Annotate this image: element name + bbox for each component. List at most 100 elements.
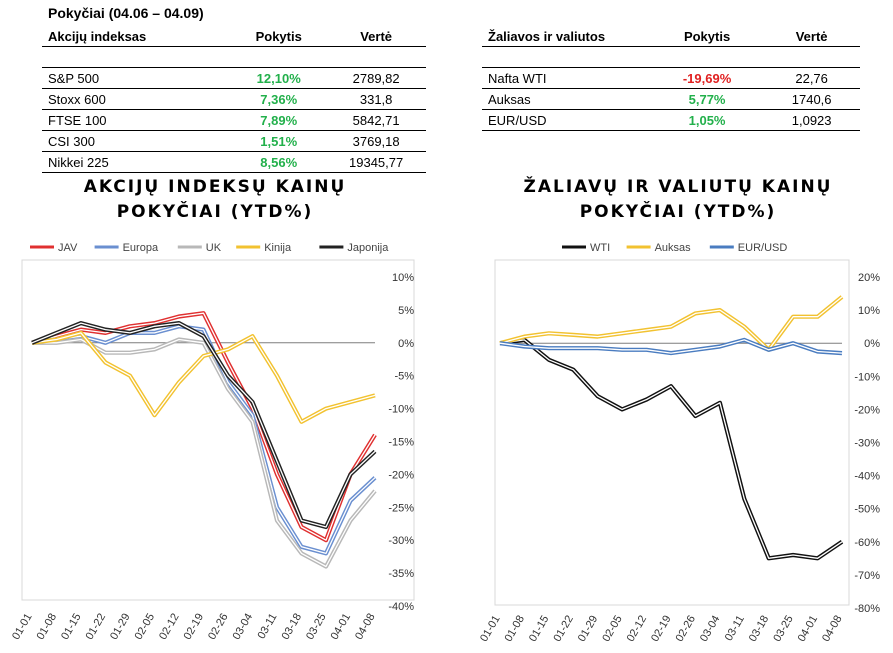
table-row: CSI 300 1,51% 3769,18 <box>42 130 426 152</box>
series-line-inner <box>499 296 843 351</box>
legend-label: Japonija <box>347 242 389 254</box>
x-tick-label: 02-19 <box>182 612 206 642</box>
series-line-inner <box>499 339 843 354</box>
x-tick-label: 04-01 <box>329 612 353 642</box>
series-kinija <box>31 330 376 424</box>
y-tick-label: -35% <box>388 568 414 580</box>
y-tick-label: -20% <box>854 404 880 416</box>
x-tick-label: 01-29 <box>576 614 600 644</box>
row-change: -19,69% <box>650 67 764 89</box>
table-spacer <box>42 46 426 68</box>
x-tick-label: 03-25 <box>304 612 328 642</box>
row-value: 19345,77 <box>326 151 426 173</box>
row-value: 5842,71 <box>326 109 426 131</box>
y-tick-label: -15% <box>388 437 414 449</box>
x-tick-label: 03-11 <box>723 614 747 644</box>
y-tick-label: 20% <box>858 272 880 284</box>
row-change: 5,77% <box>650 88 764 110</box>
legend-label: JAV <box>58 242 78 254</box>
y-tick-label: -60% <box>854 537 880 549</box>
page-heading: Pokyčiai (04.06 – 04.09) <box>48 5 204 21</box>
x-tick-label: 01-22 <box>551 614 575 644</box>
row-name: Nikkei 225 <box>42 151 232 173</box>
x-tick-label: 03-11 <box>256 612 280 642</box>
commodities-header-change: Pokytis <box>650 26 764 47</box>
y-tick-label: -10% <box>388 404 414 416</box>
y-tick-label: -70% <box>854 570 880 582</box>
y-tick-label: 10% <box>858 305 880 317</box>
series-wti <box>499 337 844 561</box>
series-line-outer <box>499 337 844 561</box>
right-chart-title: ŽALIAVŲ IR VALIUTŲ KAINŲ POKYČIAI (YTD%) <box>483 175 873 225</box>
commodities-table: Žaliavos ir valiutos Pokytis Vertė Nafta… <box>482 26 860 131</box>
y-tick-label: -30% <box>388 535 414 547</box>
left-chart-title-line2: POKYČIAI (YTD%) <box>116 202 314 222</box>
row-value: 331,8 <box>326 88 426 110</box>
y-tick-label: -50% <box>854 504 880 516</box>
x-tick-label: 04-01 <box>796 614 820 644</box>
left-chart-title-line1: AKCIJŲ INDEKSŲ KAINŲ <box>83 177 347 197</box>
x-tick-label: 01-15 <box>59 612 83 642</box>
series-line-outer <box>31 320 377 530</box>
x-tick-label: 04-08 <box>820 614 844 644</box>
series-auksas <box>499 295 844 352</box>
x-tick-label: 01-01 <box>10 612 34 642</box>
chart-legend: WTI Auksas EUR/USD <box>562 242 787 254</box>
x-tick-label: 01-08 <box>503 614 527 644</box>
table-row: Auksas 5,77% 1740,6 <box>482 88 860 110</box>
y-tick-label: -30% <box>854 438 880 450</box>
row-change: 8,56% <box>231 151 327 173</box>
x-tick-label: 02-12 <box>625 614 649 644</box>
chart-legend: JAV Europa UK Kinija Japonija <box>30 242 389 254</box>
legend-label: EUR/USD <box>738 242 788 254</box>
indices-header-name: Akcijų indeksas <box>42 26 232 47</box>
x-tick-label: 02-05 <box>600 614 624 644</box>
row-name: Nafta WTI <box>482 67 651 89</box>
series-line-inner <box>31 322 376 528</box>
y-tick-label: -25% <box>388 502 414 514</box>
x-tick-label: 02-19 <box>649 614 673 644</box>
x-tick-label: 03-04 <box>231 612 255 642</box>
y-tick-label: -40% <box>388 601 414 613</box>
right-chart-title-line2: POKYČIAI (YTD%) <box>579 202 777 222</box>
y-tick-label: -20% <box>388 469 414 481</box>
row-value: 1,0923 <box>763 109 860 131</box>
row-name: CSI 300 <box>42 130 232 152</box>
y-tick-label: -80% <box>854 603 880 615</box>
right-chart-title-line1: ŽALIAVŲ IR VALIUTŲ KAINŲ <box>523 177 833 197</box>
series-line-inner <box>499 339 843 559</box>
row-value: 22,76 <box>763 67 860 89</box>
row-change: 1,51% <box>231 130 327 152</box>
legend-label: Kinija <box>264 242 292 254</box>
row-name: EUR/USD <box>482 109 651 131</box>
table-row: FTSE 100 7,89% 5842,71 <box>42 109 426 131</box>
x-tick-label: 03-18 <box>280 612 304 642</box>
x-tick-label: 02-26 <box>674 614 698 644</box>
row-name: Auksas <box>482 88 651 110</box>
row-change: 7,36% <box>231 88 327 110</box>
commodity-currency-chart: WTI Auksas EUR/USD 20% 10% 0% -10% -20% -30% -40%… <box>478 242 880 644</box>
y-tick-label: -40% <box>854 471 880 483</box>
legend-label: Auksas <box>655 242 692 254</box>
x-tick-label: 01-29 <box>108 612 132 642</box>
series-eur-usd <box>499 337 843 356</box>
series-japonija <box>31 320 377 530</box>
row-value: 3769,18 <box>326 130 426 152</box>
x-tick-label: 03-25 <box>771 614 795 644</box>
series-line-inner <box>31 325 376 555</box>
x-tick-label: 01-08 <box>35 612 59 642</box>
legend-label: WTI <box>590 242 610 254</box>
indices-header-value: Vertė <box>326 26 426 47</box>
chart-frame <box>494 259 850 606</box>
table-row: EUR/USD 1,05% 1,0923 <box>482 109 860 131</box>
row-change: 7,89% <box>231 109 327 131</box>
series-line-inner <box>31 312 376 541</box>
index-price-change-chart: JAV Europa UK Kinija Japonija 10% 5% 0% -5% -10% -… <box>10 242 415 642</box>
table-row: S&P 500 12,10% 2789,82 <box>42 67 426 89</box>
x-tick-label: 03-18 <box>747 614 771 644</box>
y-tick-label: -10% <box>854 371 880 383</box>
row-name: S&P 500 <box>42 67 232 89</box>
row-change: 1,05% <box>650 109 764 131</box>
y-tick-label: -5% <box>394 371 414 383</box>
series-uk <box>32 337 377 569</box>
